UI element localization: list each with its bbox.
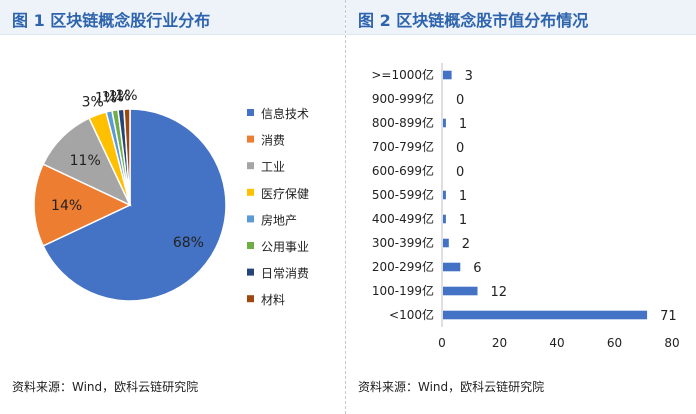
pie-label-4: 1%: [95, 91, 117, 107]
pie-label-7: 1%: [115, 88, 137, 104]
bar-tick-labels: 0 20 40 60 80: [438, 336, 679, 350]
bar-value-label-3: 0: [456, 141, 464, 156]
legend-label-7: 材料: [261, 293, 285, 307]
pie-chart-title-bar: 图 1 区块链概念股行业分布: [0, 0, 345, 35]
bar-0: [443, 70, 452, 80]
bar-value-label-0: 3: [465, 69, 473, 84]
bar-2: [443, 118, 446, 128]
bar-category-label-4: 600-699亿: [372, 163, 434, 178]
bar-value-label-2: 1: [459, 117, 467, 132]
pie-label-1: 14%: [51, 198, 82, 214]
bar-chart-panel: 图 2 区块链概念股市值分布情况 >=1000亿 900-999亿 800-899亿…: [346, 0, 696, 414]
bar-tick-0: 0: [438, 336, 446, 350]
bar-tick-20: 20: [492, 336, 507, 350]
bar-chart-source: 资料来源：Wind，欧科云链研究院: [358, 380, 545, 394]
bar-value-label-10: 71: [660, 309, 677, 324]
bar-category-label-8: 200-299亿: [372, 259, 434, 274]
bar-tick-80: 80: [664, 336, 679, 350]
bar-category-label-6: 400-499亿: [372, 211, 434, 226]
legend-label-0: 信息技术: [261, 106, 309, 121]
pie-slices: [33, 108, 227, 302]
bar-tick-40: 40: [549, 336, 564, 350]
legend-label-3: 医疗保健: [261, 187, 309, 201]
bar-category-label-3: 700-799亿: [372, 139, 434, 154]
bar-category-label-5: 500-599亿: [372, 187, 434, 202]
bar-marks: [443, 70, 648, 320]
pie-slice-7: [123, 108, 131, 206]
pie-chart-title: 图 1 区块链概念股行业分布: [12, 11, 211, 30]
legend-swatch-1: [247, 135, 254, 143]
bar-chart: >=1000亿 900-999亿 800-899亿 700-799亿 600-699亿 5…: [371, 63, 680, 350]
bar-tick-60: 60: [607, 336, 622, 350]
legend-swatch-2: [247, 162, 254, 170]
bar-category-label-0: >=1000亿: [371, 67, 434, 82]
legend-label-5: 公用事业: [261, 240, 309, 254]
pie-label-3: 3%: [82, 95, 104, 111]
pie-chart-source: 资料来源：Wind，欧科云链研究院: [12, 380, 199, 394]
pie-slice-0: [42, 108, 227, 302]
pie-slice-2: [42, 117, 132, 207]
bar-category-label-2: 800-899亿: [372, 115, 434, 130]
legend-label-2: 工业: [261, 160, 285, 174]
bar-chart-title-bar: 图 2 区块链概念股市值分布情况: [346, 0, 696, 35]
bar-5: [443, 190, 446, 200]
bar-value-label-7: 2: [462, 237, 470, 252]
bar-6: [443, 214, 446, 224]
bar-category-label-9: 100-199亿: [372, 283, 434, 298]
pie-label-6: 1%: [108, 89, 130, 105]
pie-chart-panel: 图 1 区块链概念股行业分布 68% 14% 11% 3% 1% 1% 1% 1% 信息技术消…: [0, 0, 346, 414]
bar-value-label-8: 6: [473, 261, 481, 276]
pie-label-2: 11%: [70, 153, 101, 169]
bar-value-label-6: 1: [459, 213, 467, 228]
pie-chart: 68%14%11%3%1%1%1%1% 信息技术消费工业医疗保健房地产公用事业日…: [33, 88, 309, 307]
bar-8: [443, 262, 461, 272]
legend-swatch-6: [247, 268, 254, 276]
bar-7: [443, 238, 449, 248]
bar-value-label-1: 0: [456, 93, 464, 108]
legend-label-1: 消费: [261, 134, 285, 148]
bar-category-label-7: 300-399亿: [372, 235, 434, 250]
bar-value-label-9: 12: [491, 285, 508, 300]
bar-10: [443, 310, 648, 320]
pie-label-0: 68%: [173, 235, 204, 251]
bar-value-label-4: 0: [456, 165, 464, 180]
pie-labels: 68%14%11%3%1%1%1%1%: [51, 88, 204, 251]
pie-label-5: 1%: [102, 89, 124, 105]
legend-label-6: 日常消费: [261, 267, 309, 281]
legend-swatch-7: [247, 295, 254, 303]
bar-category-label-1: 900-999亿: [372, 91, 434, 106]
pie-slice-1: [33, 163, 132, 247]
bar-value-label-5: 1: [459, 189, 467, 204]
legend-label-4: 房地产: [261, 212, 297, 227]
legend-swatch-0: [247, 109, 254, 116]
legend-swatch-4: [247, 215, 254, 223]
bar-category-labels: >=1000亿 900-999亿 800-899亿 700-799亿 600-699亿 5…: [371, 67, 434, 322]
bar-chart-title: 图 2 区块链概念股市值分布情况: [358, 11, 589, 30]
legend-swatch-3: [247, 188, 254, 196]
bar-9: [443, 286, 478, 296]
legend-swatch-5: [247, 242, 254, 249]
bar-category-label-10: <100亿: [389, 307, 434, 322]
